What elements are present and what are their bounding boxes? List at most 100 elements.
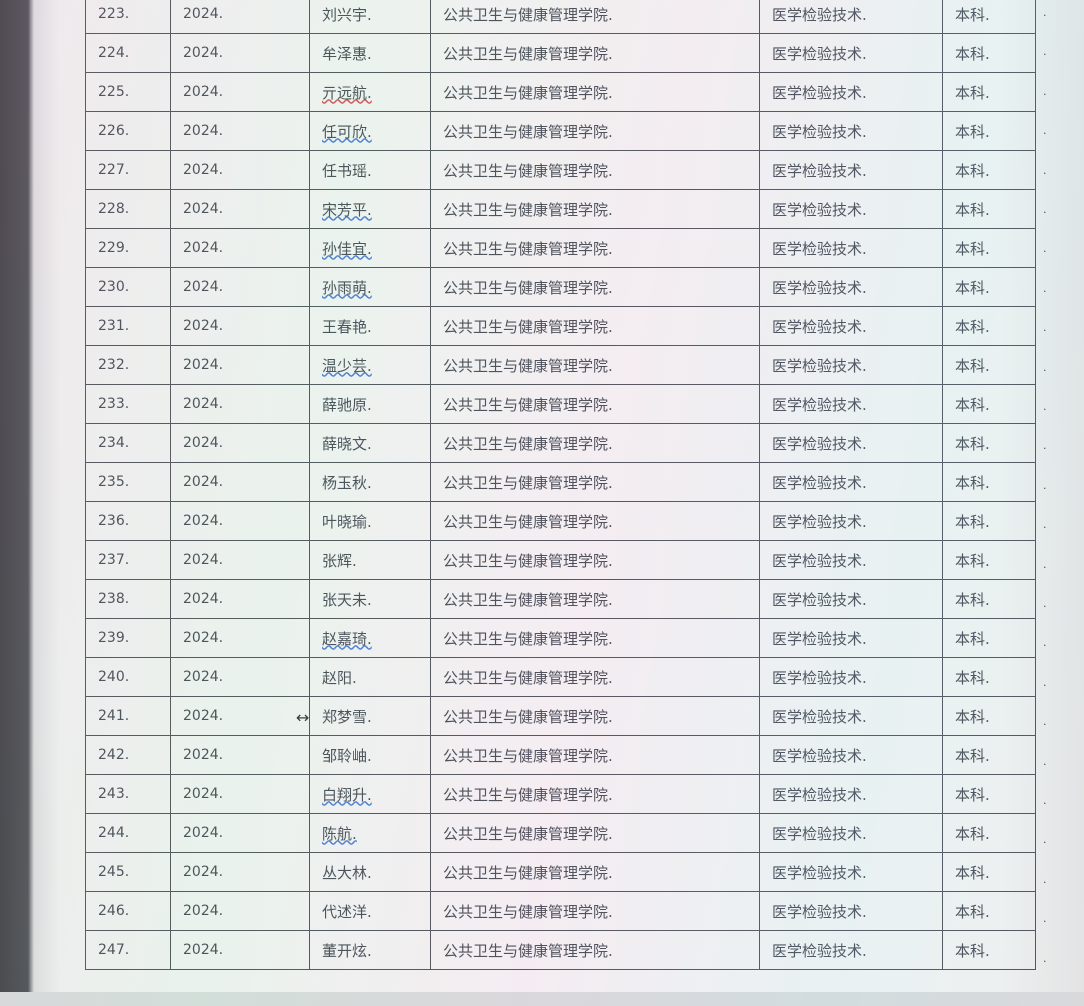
- student-name-cell[interactable]: 任可欣.: [309, 111, 431, 151]
- degree-level-cell[interactable]: 本科.: [942, 111, 1036, 151]
- degree-level-cell[interactable]: 本科.: [942, 540, 1036, 580]
- major-cell[interactable]: 医学检验技术.: [759, 189, 943, 229]
- college-cell[interactable]: 公共卫生与健康管理学院.: [430, 423, 760, 463]
- year-cell[interactable]: 2024.: [170, 579, 310, 619]
- degree-level-cell[interactable]: 本科.: [942, 228, 1036, 268]
- major-cell[interactable]: 医学检验技术.: [759, 345, 943, 385]
- major-cell[interactable]: 医学检验技术.: [759, 33, 943, 73]
- degree-level-cell[interactable]: 本科.: [942, 930, 1036, 970]
- year-cell[interactable]: 2024.: [170, 540, 310, 580]
- college-cell[interactable]: 公共卫生与健康管理学院.: [430, 345, 760, 385]
- degree-level-cell[interactable]: 本科.: [942, 33, 1036, 73]
- student-name-cell[interactable]: 张天未.: [309, 579, 431, 619]
- degree-level-cell[interactable]: 本科.: [942, 657, 1036, 697]
- college-cell[interactable]: 公共卫生与健康管理学院.: [430, 228, 760, 268]
- major-cell[interactable]: 医学检验技术.: [759, 657, 943, 697]
- degree-level-cell[interactable]: 本科.: [942, 423, 1036, 463]
- student-name-cell[interactable]: 薛晓文.: [309, 423, 431, 463]
- row-number-cell[interactable]: 229.: [85, 228, 171, 268]
- row-number-cell[interactable]: 244.: [85, 813, 171, 853]
- college-cell[interactable]: 公共卫生与健康管理学院.: [430, 462, 760, 502]
- row-number-cell[interactable]: 246.: [85, 891, 171, 931]
- student-name-cell[interactable]: 王春艳.: [309, 306, 431, 346]
- college-cell[interactable]: 公共卫生与健康管理学院.: [430, 774, 760, 814]
- major-cell[interactable]: 医学检验技术.: [759, 72, 943, 112]
- major-cell[interactable]: 医学检验技术.: [759, 618, 943, 658]
- year-cell[interactable]: 2024.: [170, 774, 310, 814]
- college-cell[interactable]: 公共卫生与健康管理学院.: [430, 111, 760, 151]
- college-cell[interactable]: 公共卫生与健康管理学院.: [430, 891, 760, 931]
- row-number-cell[interactable]: 242.: [85, 735, 171, 775]
- degree-level-cell[interactable]: 本科.: [942, 774, 1036, 814]
- college-cell[interactable]: 公共卫生与健康管理学院.: [430, 72, 760, 112]
- year-cell[interactable]: 2024.: [170, 423, 310, 463]
- row-number-cell[interactable]: 236.: [85, 501, 171, 541]
- college-cell[interactable]: 公共卫生与健康管理学院.: [430, 306, 760, 346]
- college-cell[interactable]: 公共卫生与健康管理学院.: [430, 735, 760, 775]
- year-cell[interactable]: 2024.: [170, 33, 310, 73]
- degree-level-cell[interactable]: 本科.: [942, 345, 1036, 385]
- degree-level-cell[interactable]: 本科.: [942, 501, 1036, 541]
- row-number-cell[interactable]: 237.: [85, 540, 171, 580]
- year-cell[interactable]: 2024.: [170, 189, 310, 229]
- year-cell[interactable]: 2024.: [170, 657, 310, 697]
- major-cell[interactable]: 医学检验技术.: [759, 306, 943, 346]
- degree-level-cell[interactable]: 本科.: [942, 189, 1036, 229]
- student-name-cell[interactable]: 白翔升.: [309, 774, 431, 814]
- student-name-cell[interactable]: 赵阳.: [309, 657, 431, 697]
- student-name-cell[interactable]: 薛驰原.: [309, 384, 431, 424]
- row-number-cell[interactable]: 233.: [85, 384, 171, 424]
- student-name-cell[interactable]: 任书瑶.: [309, 150, 431, 190]
- year-cell[interactable]: 2024.: [170, 852, 310, 892]
- year-cell[interactable]: 2024.: [170, 111, 310, 151]
- student-name-cell[interactable]: 代述洋.: [309, 891, 431, 931]
- year-cell[interactable]: 2024.: [170, 618, 310, 658]
- major-cell[interactable]: 医学检验技术.: [759, 462, 943, 502]
- major-cell[interactable]: 医学检验技术.: [759, 150, 943, 190]
- year-cell[interactable]: 2024.: [170, 813, 310, 853]
- row-number-cell[interactable]: 243.: [85, 774, 171, 814]
- degree-level-cell[interactable]: 本科.: [942, 306, 1036, 346]
- degree-level-cell[interactable]: 本科.: [942, 852, 1036, 892]
- student-name-cell[interactable]: 张辉.: [309, 540, 431, 580]
- row-number-cell[interactable]: 223.: [85, 0, 171, 34]
- row-number-cell[interactable]: 238.: [85, 579, 171, 619]
- row-number-cell[interactable]: 231.: [85, 306, 171, 346]
- student-name-cell[interactable]: 杨玉秋.: [309, 462, 431, 502]
- college-cell[interactable]: 公共卫生与健康管理学院.: [430, 501, 760, 541]
- major-cell[interactable]: 医学检验技术.: [759, 579, 943, 619]
- row-number-cell[interactable]: 230.: [85, 267, 171, 307]
- degree-level-cell[interactable]: 本科.: [942, 72, 1036, 112]
- degree-level-cell[interactable]: 本科.: [942, 891, 1036, 931]
- row-number-cell[interactable]: 225.: [85, 72, 171, 112]
- year-cell[interactable]: 2024.: [170, 384, 310, 424]
- student-name-cell[interactable]: 邹聆岫.: [309, 735, 431, 775]
- row-number-cell[interactable]: 234.: [85, 423, 171, 463]
- major-cell[interactable]: 医学检验技术.: [759, 852, 943, 892]
- student-name-cell[interactable]: 陈航.: [309, 813, 431, 853]
- degree-level-cell[interactable]: 本科.: [942, 579, 1036, 619]
- major-cell[interactable]: 医学检验技术.: [759, 696, 943, 736]
- year-cell[interactable]: 2024.: [170, 735, 310, 775]
- college-cell[interactable]: 公共卫生与健康管理学院.: [430, 930, 760, 970]
- student-name-cell[interactable]: 叶晓瑜.: [309, 501, 431, 541]
- major-cell[interactable]: 医学检验技术.: [759, 267, 943, 307]
- degree-level-cell[interactable]: 本科.: [942, 618, 1036, 658]
- student-name-cell[interactable]: 郑梦雪.: [309, 696, 431, 736]
- year-cell[interactable]: 2024.: [170, 462, 310, 502]
- major-cell[interactable]: 医学检验技术.: [759, 0, 943, 34]
- major-cell[interactable]: 医学检验技术.: [759, 423, 943, 463]
- row-number-cell[interactable]: 241.: [85, 696, 171, 736]
- student-name-cell[interactable]: 亓远航.: [309, 72, 431, 112]
- major-cell[interactable]: 医学检验技术.: [759, 501, 943, 541]
- student-name-cell[interactable]: 赵嘉琦.: [309, 618, 431, 658]
- degree-level-cell[interactable]: 本科.: [942, 813, 1036, 853]
- year-cell[interactable]: 2024.: [170, 345, 310, 385]
- college-cell[interactable]: 公共卫生与健康管理学院.: [430, 384, 760, 424]
- major-cell[interactable]: 医学检验技术.: [759, 891, 943, 931]
- year-cell[interactable]: 2024.: [170, 150, 310, 190]
- college-cell[interactable]: 公共卫生与健康管理学院.: [430, 150, 760, 190]
- college-cell[interactable]: 公共卫生与健康管理学院.: [430, 540, 760, 580]
- degree-level-cell[interactable]: 本科.: [942, 267, 1036, 307]
- major-cell[interactable]: 医学检验技术.: [759, 930, 943, 970]
